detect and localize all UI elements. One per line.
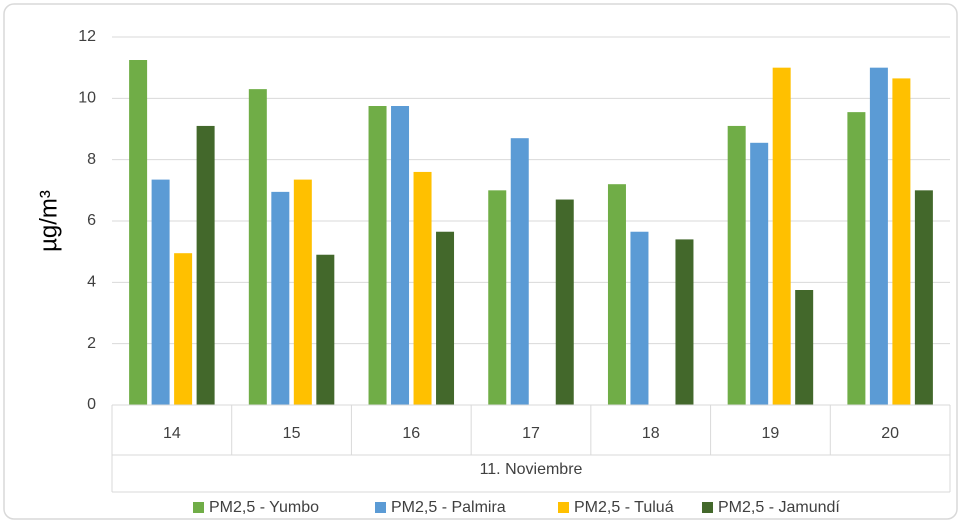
y-tick-label: 8 bbox=[87, 151, 96, 168]
bar bbox=[248, 89, 267, 405]
bar bbox=[151, 179, 170, 405]
y-tick-label: 6 bbox=[87, 212, 96, 229]
bar bbox=[795, 290, 814, 405]
bar bbox=[892, 78, 911, 406]
bar bbox=[630, 231, 649, 405]
bar bbox=[869, 67, 888, 406]
bar bbox=[555, 199, 574, 405]
bar bbox=[129, 60, 148, 405]
bar bbox=[914, 190, 933, 405]
bar bbox=[391, 106, 410, 405]
bar bbox=[847, 112, 866, 405]
x-tick-label: 19 bbox=[762, 425, 780, 442]
legend-label: PM2,5 - Yumbo bbox=[209, 499, 319, 516]
bar bbox=[316, 254, 335, 405]
bar bbox=[488, 190, 507, 405]
y-tick-label: 12 bbox=[78, 28, 96, 45]
bar bbox=[436, 231, 455, 405]
bar bbox=[772, 67, 791, 406]
x-tick-label: 16 bbox=[402, 425, 420, 442]
bar bbox=[368, 106, 387, 405]
group-label: 11. Noviembre bbox=[480, 461, 583, 478]
x-tick-label: 18 bbox=[642, 425, 660, 442]
legend-label: PM2,5 - Palmira bbox=[391, 499, 506, 516]
x-tick-label: 17 bbox=[522, 425, 540, 442]
legend-label: PM2,5 - Jamundí bbox=[718, 499, 840, 516]
bar bbox=[174, 253, 193, 405]
legend-swatch bbox=[558, 502, 569, 513]
bar bbox=[293, 179, 312, 405]
bar bbox=[413, 171, 432, 405]
y-tick-label: 0 bbox=[87, 396, 96, 413]
legend-swatch bbox=[375, 502, 386, 513]
bar bbox=[510, 138, 529, 405]
x-tick-label: 20 bbox=[881, 425, 899, 442]
legend-swatch bbox=[193, 502, 204, 513]
x-tick-label: 15 bbox=[283, 425, 301, 442]
chart-frame bbox=[3, 3, 958, 520]
y-axis-label: µg/m³ bbox=[35, 190, 62, 252]
y-tick-label: 2 bbox=[87, 335, 96, 352]
y-tick-label: 10 bbox=[78, 90, 96, 107]
bar bbox=[750, 142, 769, 406]
bar bbox=[675, 239, 694, 405]
bar bbox=[607, 184, 626, 405]
legend-label: PM2,5 - Tuluá bbox=[574, 499, 674, 516]
y-tick-label: 4 bbox=[87, 274, 96, 291]
bar bbox=[196, 125, 215, 405]
x-tick-label: 14 bbox=[163, 425, 181, 442]
bar bbox=[271, 191, 290, 405]
legend-swatch bbox=[702, 502, 713, 513]
bar bbox=[727, 125, 746, 405]
